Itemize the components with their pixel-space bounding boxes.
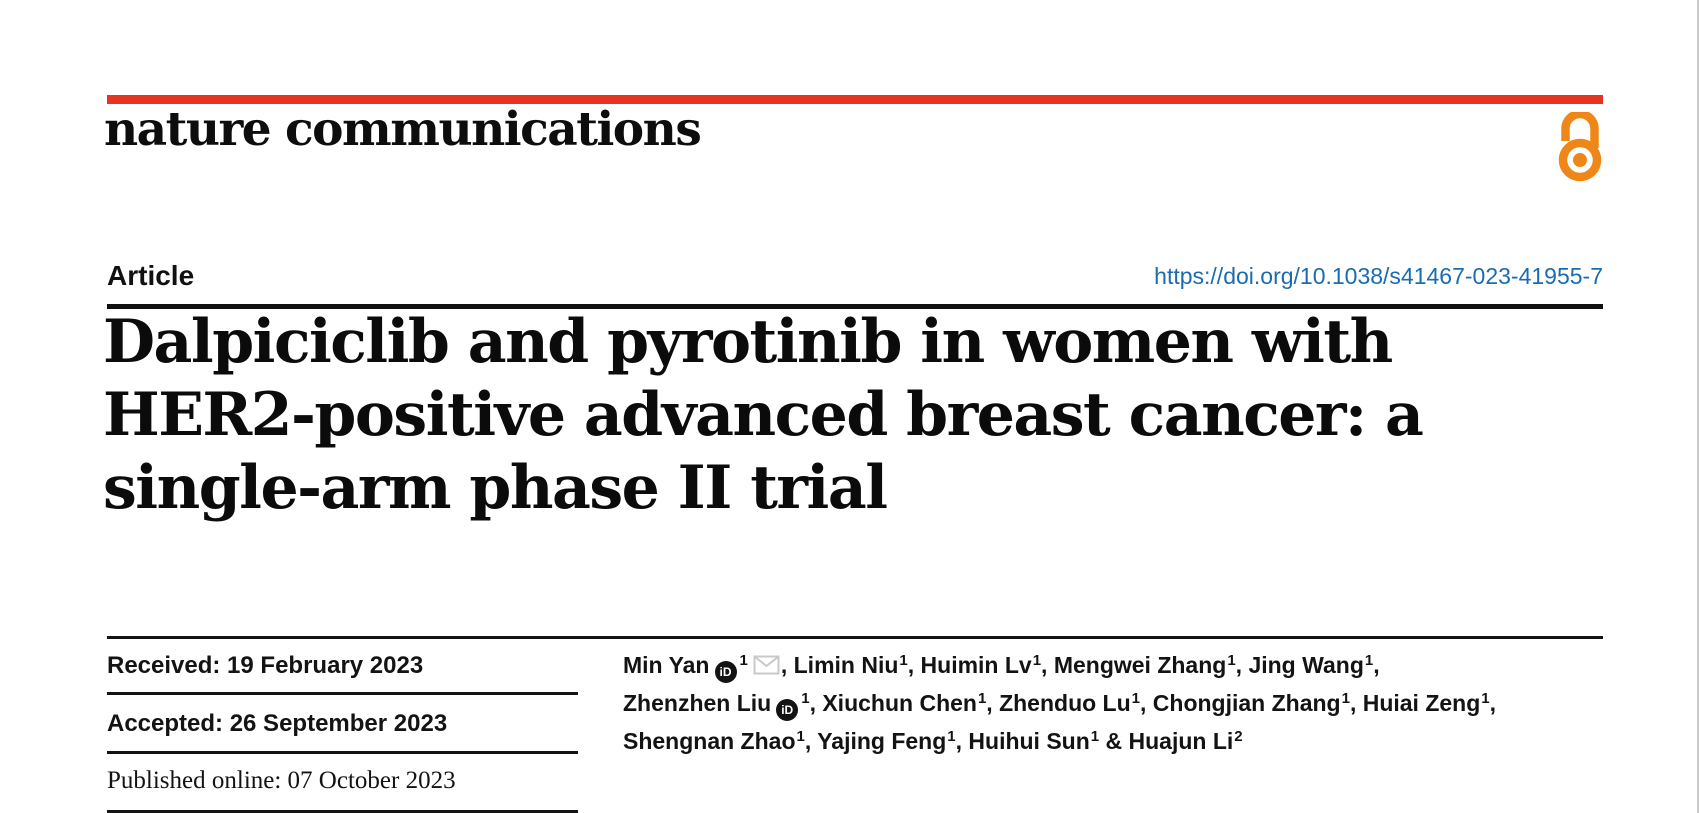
author-name-text: , Zhenduo Lu (986, 690, 1131, 716)
orcid-icon[interactable]: iD (776, 699, 799, 721)
affiliation-superscript: 1 (1341, 690, 1350, 707)
article-title-line-1: Dalpiciclib and pyrotinib in women with (103, 307, 1393, 377)
author-line: Zhenzhen Liu iD1, Xiuchun Chen1, Zhenduo … (623, 686, 1623, 724)
affiliation-superscript: 1 (1131, 690, 1140, 707)
author-name-text: , Huimin Lv (907, 652, 1032, 678)
affiliation-superscript: 1 (796, 728, 805, 745)
affiliation-superscript: 1 (1227, 652, 1236, 669)
author-name-text: , (1489, 690, 1497, 716)
open-access-icon (1558, 112, 1602, 182)
doi-link[interactable]: https://doi.org/10.1038/s41467-023-41955… (1154, 263, 1603, 289)
author-name-text: , Xiuchun Chen (809, 690, 977, 716)
author-name-text: , Huiai Zeng (1349, 690, 1481, 716)
author-name-text: , Limin Niu (780, 652, 899, 678)
received-divider-rule (107, 692, 578, 695)
affiliation-superscript: 1 (1364, 652, 1374, 669)
article-title-line-3: single-arm phase II trial (103, 453, 888, 523)
affiliation-superscript: 1 (947, 728, 956, 745)
author-list: Min Yan iD1, Limin Niu1, Huimin Lv1, Meng… (623, 648, 1623, 762)
author-name-text: Zhenzhen Liu (623, 690, 772, 716)
author-name-text: Shengnan Zhao (623, 728, 796, 754)
published-online-date: Published online: 07 October 2023 (107, 767, 456, 794)
accepted-date: Accepted: 26 September 2023 (107, 710, 448, 737)
affiliation-superscript: 1 (801, 690, 810, 707)
affiliation-superscript: 1 (1481, 690, 1490, 707)
affiliation-superscript: 1 (1090, 728, 1100, 745)
journal-logo: nature communications (104, 102, 702, 157)
header-divider-rule (107, 304, 1603, 309)
mail-icon[interactable] (753, 650, 780, 685)
author-name-text: , Mengwei Zhang (1041, 652, 1227, 678)
article-type-label: Article (107, 260, 195, 291)
author-name-text: , (1373, 652, 1380, 678)
author-line: Shengnan Zhao1, Yajing Feng1, Huihui Sun… (623, 724, 1623, 762)
accepted-divider-rule (107, 751, 578, 754)
affiliation-superscript: 1 (739, 652, 748, 669)
author-line: Min Yan iD1, Limin Niu1, Huimin Lv1, Meng… (623, 648, 1623, 686)
affiliation-superscript: 1 (977, 690, 987, 707)
published-divider-rule (107, 810, 578, 813)
author-name-text: , Yajing Feng (804, 728, 947, 754)
orcid-icon[interactable]: iD (714, 661, 737, 683)
meta-top-rule (107, 636, 1603, 639)
received-date: Received: 19 February 2023 (107, 652, 424, 679)
author-name-text: Min Yan (623, 652, 710, 678)
author-name-text: & Huajun Li (1099, 728, 1234, 754)
brand-red-bar (107, 95, 1603, 104)
author-name-text: , Chongjian Zhang (1140, 690, 1341, 716)
affiliation-superscript: 2 (1234, 728, 1243, 745)
article-title-line-2: HER2-positive advanced breast cancer: a (103, 380, 1424, 450)
affiliation-superscript: 1 (899, 652, 908, 669)
page-right-edge (1697, 0, 1699, 813)
author-name-text: , Huihui Sun (955, 728, 1090, 754)
article-title: Dalpiciclib and pyrotinib in women with … (103, 306, 1583, 525)
author-name-text: , Jing Wang (1235, 652, 1364, 678)
affiliation-superscript: 1 (1032, 652, 1042, 669)
